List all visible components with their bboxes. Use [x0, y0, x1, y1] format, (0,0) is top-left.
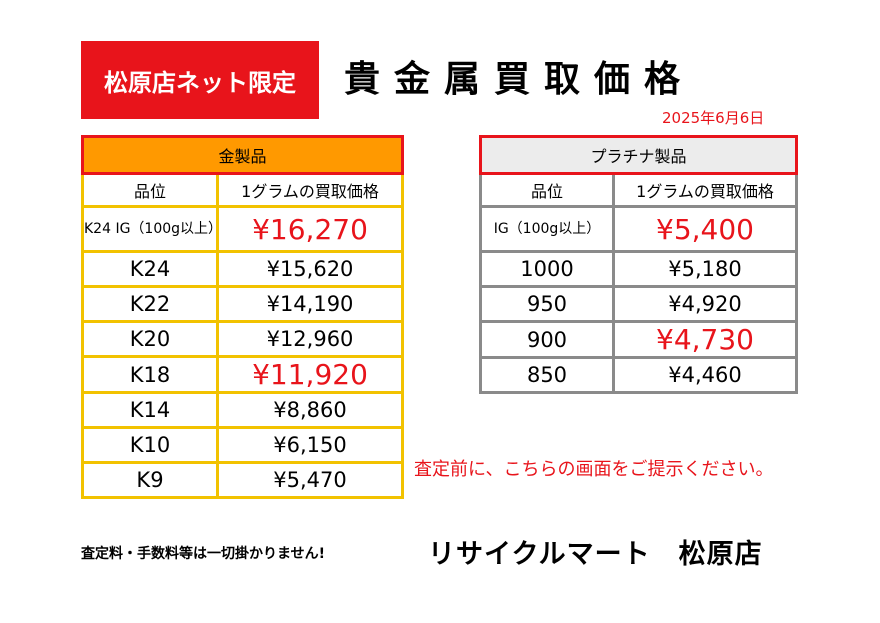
table-row: K9 ¥5,470 [81, 461, 405, 499]
platinum-price-table: プラチナ製品 品位 1グラムの買取価格 IG（100g以上） ¥5,400 10… [478, 135, 799, 394]
gold-grade: K10 [81, 426, 219, 464]
platinum-grade: 900 [479, 320, 615, 359]
platinum-col-grade: 品位 [479, 172, 615, 208]
gold-grade: K20 [81, 320, 219, 358]
platinum-price: ¥5,400 [611, 205, 799, 253]
table-row: 900 ¥4,730 [479, 320, 799, 359]
table-row: 850 ¥4,460 [479, 356, 799, 394]
gold-grade: K24 IG（100g以上） [81, 205, 222, 253]
gold-price: ¥5,470 [215, 461, 405, 499]
platinum-price: ¥4,460 [611, 356, 799, 394]
platinum-price: ¥5,180 [611, 250, 799, 288]
table-row: K22 ¥14,190 [81, 285, 405, 323]
platinum-price: ¥4,920 [611, 285, 799, 323]
gold-grade: K22 [81, 285, 219, 323]
table-row: K14 ¥8,860 [81, 391, 405, 429]
platinum-grade: IG（100g以上） [479, 205, 615, 253]
store-name: リサイクルマート 松原店 [428, 539, 763, 570]
table-row: 1000 ¥5,180 [479, 250, 799, 288]
gold-price-table: 金製品 品位 1グラムの買取価格 K24 IG（100g以上） ¥16,270 … [80, 135, 405, 499]
gold-price: ¥16,270 [215, 205, 405, 253]
gold-grade: K24 [81, 250, 219, 288]
gold-price: ¥14,190 [215, 285, 405, 323]
platinum-price: ¥4,730 [611, 320, 799, 359]
table-row: K24 IG（100g以上） ¥16,270 [81, 205, 405, 253]
platinum-grade: 850 [479, 356, 615, 394]
show-screen-notice: 査定前に、こちらの画面をご提示ください。 [414, 459, 774, 480]
platinum-grade: 1000 [479, 250, 615, 288]
page-title: 貴金属買取価格 [344, 58, 695, 100]
platinum-col-price: 1グラムの買取価格 [611, 172, 799, 208]
table-row: K24 ¥15,620 [81, 250, 405, 288]
platinum-table-heading: プラチナ製品 [478, 135, 799, 175]
no-fee-note: 査定料・手数料等は一切掛かりません! [81, 546, 325, 562]
gold-price: ¥8,860 [215, 391, 405, 429]
table-row: 950 ¥4,920 [479, 285, 799, 323]
table-row: K18 ¥11,920 [81, 355, 405, 394]
gold-col-price: 1グラムの買取価格 [215, 172, 405, 208]
table-row: K10 ¥6,150 [81, 426, 405, 464]
gold-price: ¥15,620 [215, 250, 405, 288]
store-limited-badge: 松原店ネット限定 [81, 41, 319, 119]
gold-price: ¥6,150 [215, 426, 405, 464]
price-date: 2025年6月6日 [662, 109, 765, 127]
gold-price: ¥11,920 [215, 355, 405, 394]
gold-table-heading: 金製品 [80, 135, 405, 175]
table-row: K20 ¥12,960 [81, 320, 405, 358]
gold-grade: K18 [81, 355, 219, 394]
gold-grade: K14 [81, 391, 219, 429]
table-row: IG（100g以上） ¥5,400 [479, 205, 799, 253]
gold-grade: K9 [81, 461, 219, 499]
gold-col-grade: 品位 [81, 172, 219, 208]
platinum-grade: 950 [479, 285, 615, 323]
gold-price: ¥12,960 [215, 320, 405, 358]
